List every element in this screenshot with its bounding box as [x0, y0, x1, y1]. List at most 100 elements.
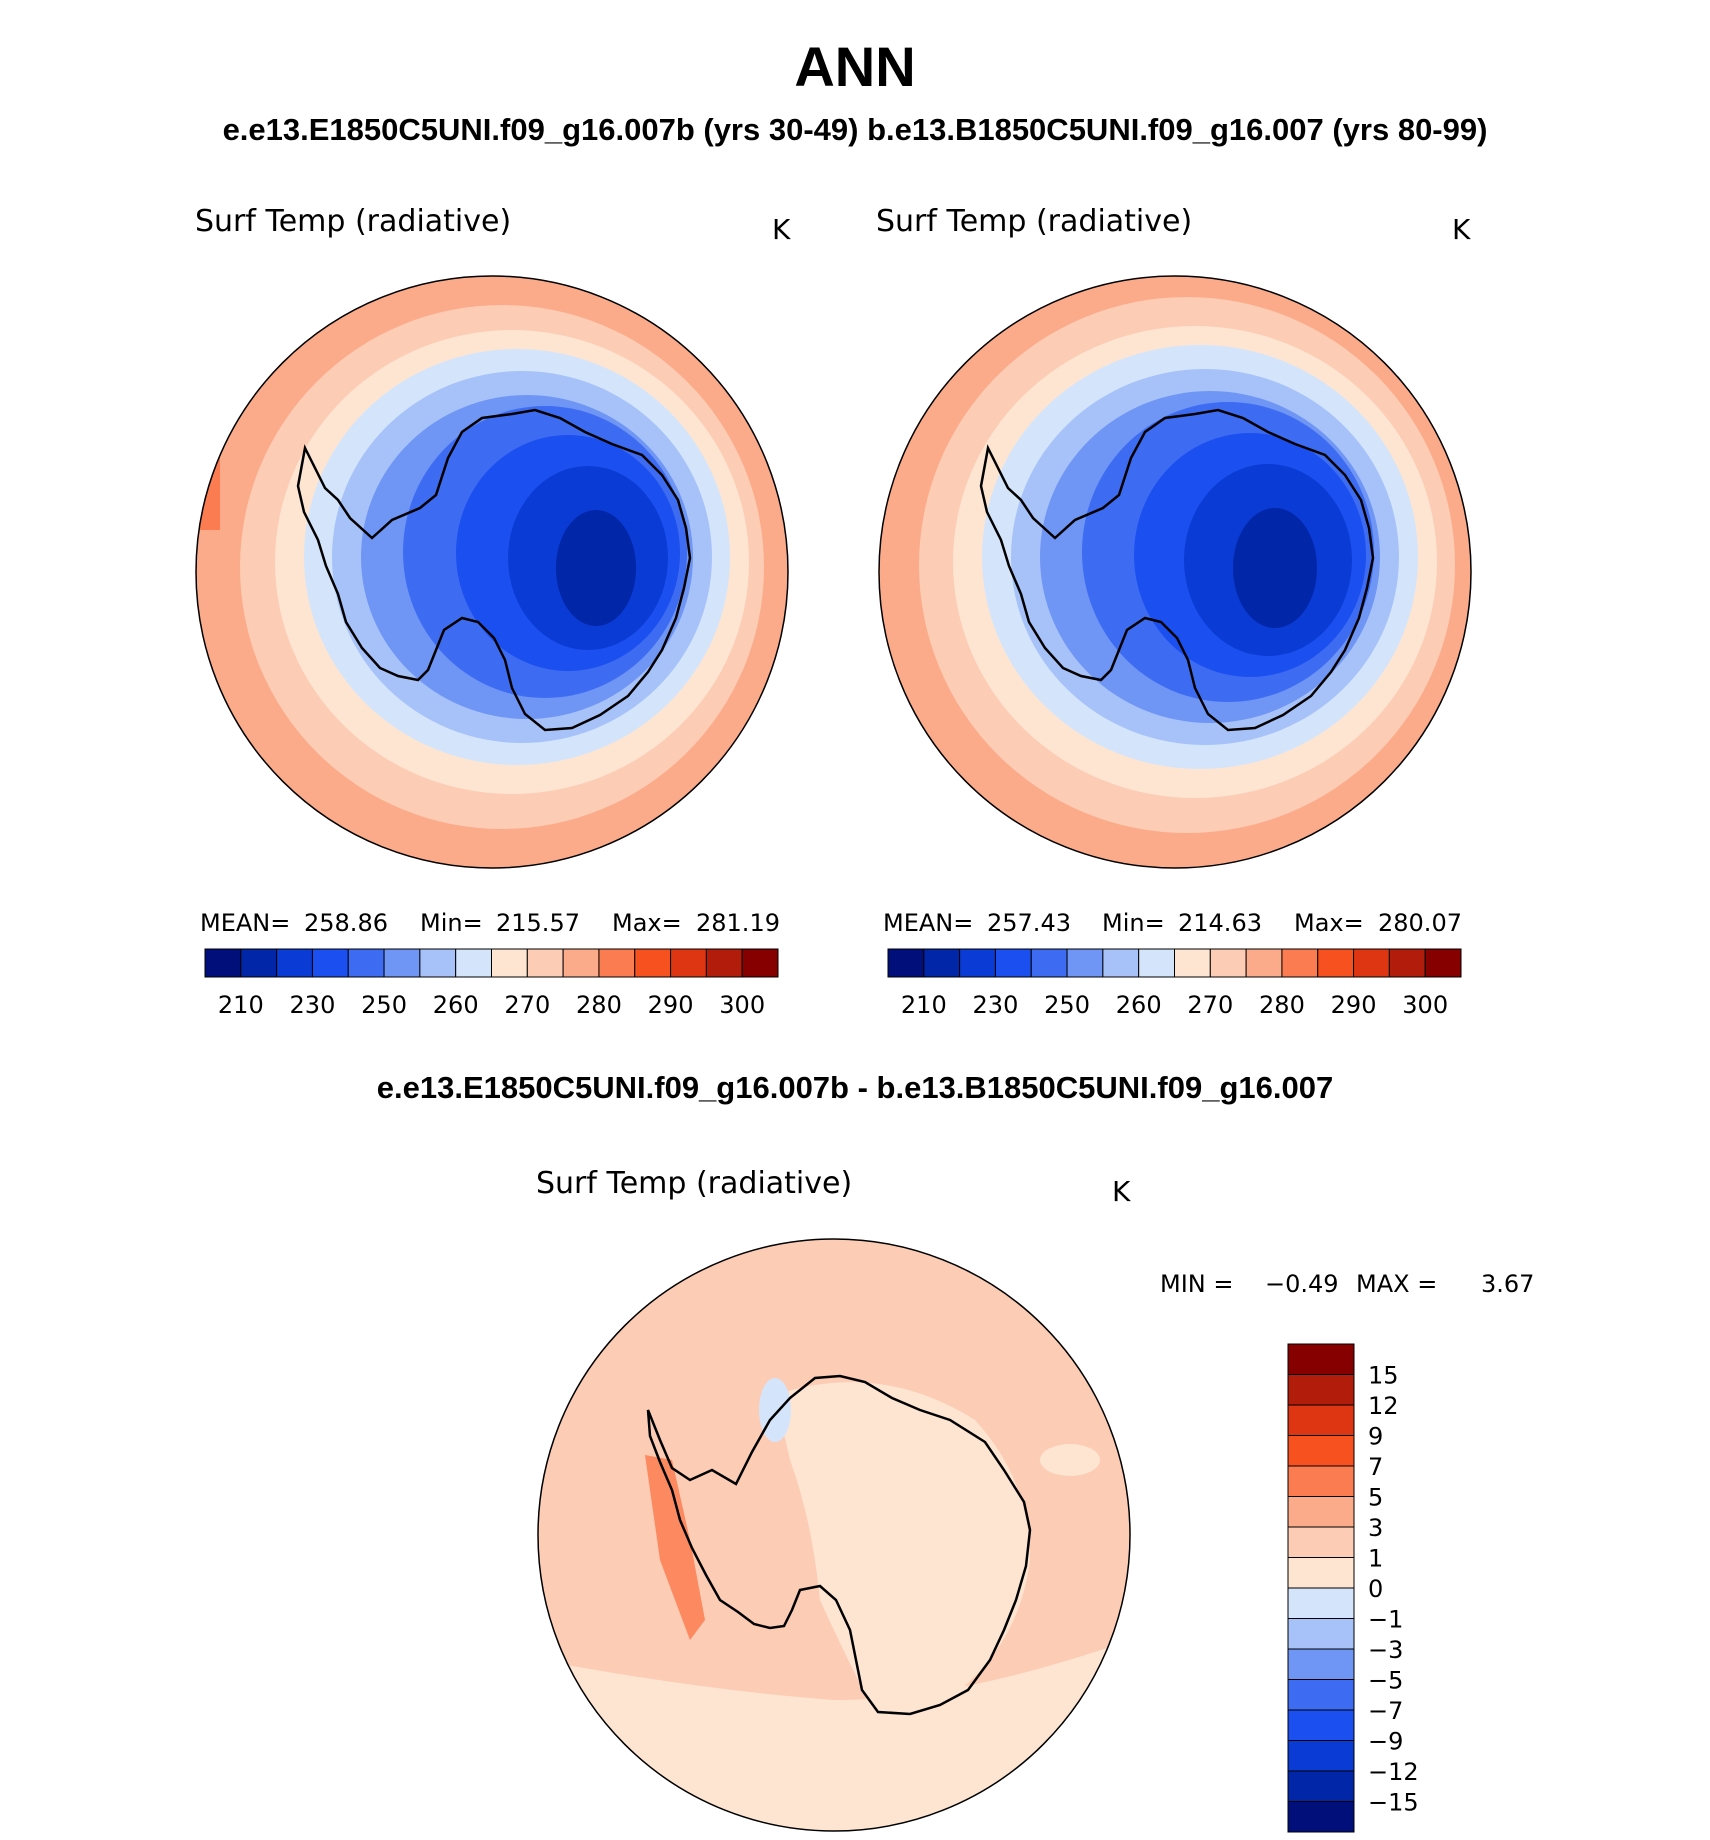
colorbar-diff-tick-label: −5	[1368, 1667, 1403, 1695]
colorbar-right-tick-label: 280	[1259, 991, 1305, 1019]
colorbar-right-tick-label: 300	[1402, 991, 1448, 1019]
colorbar-diff-tick-label: 12	[1368, 1392, 1399, 1420]
colorbar-left-swatch	[240, 948, 278, 978]
difference-title: e.e13.E1850C5UNI.f09_g16.007b - b.e13.B1…	[376, 1070, 1334, 1105]
panel-left-map	[196, 276, 788, 868]
panel-right-map	[879, 276, 1471, 868]
colorbar-diff-swatch	[1287, 1465, 1355, 1497]
colorbar-right-swatch	[1245, 948, 1283, 978]
colorbar-left-swatch	[311, 948, 349, 978]
colorbar-left-swatch	[670, 948, 707, 978]
colorbar-diff-tick-label: −9	[1368, 1728, 1403, 1756]
panel-left-max-value: 281.19	[696, 909, 780, 937]
colorbar-left-tick-label: 280	[576, 991, 622, 1019]
colorbar-left-swatch	[383, 948, 421, 978]
colorbar-left-swatch	[276, 948, 313, 978]
colorbar-right-swatch	[994, 948, 1032, 978]
panel-left-min-value: 215.57	[496, 909, 580, 937]
colorbar-diff-swatch	[1287, 1587, 1355, 1619]
panel-difference: Surf Temp (radiative) K MIN = −0.49 MAX …	[536, 1166, 1534, 1833]
colorbar-diff-tick-label: 3	[1368, 1514, 1383, 1542]
panel-right-min-label: Min=	[1102, 909, 1165, 937]
colorbar-left-tick-label: 210	[218, 991, 264, 1019]
colorbar-diff-tick-label: 0	[1368, 1575, 1383, 1603]
panel-right-min-value: 214.63	[1178, 909, 1262, 937]
panel-right-variable-label: Surf Temp (radiative)	[876, 204, 1192, 239]
colorbar-diff-tick-label: 5	[1368, 1484, 1383, 1512]
panel-right-coastline	[979, 408, 1375, 732]
panel-right-max-value: 280.07	[1378, 909, 1462, 937]
colorbar-right-swatch	[959, 948, 996, 978]
colorbar-diff-swatch	[1287, 1435, 1355, 1467]
colorbar-right-swatch	[1317, 948, 1355, 978]
colorbar-right-tick-label: 270	[1187, 991, 1233, 1019]
colorbar-left-swatch	[526, 948, 564, 978]
colorbar-left-swatch	[455, 948, 492, 978]
colorbar-left-tick-label: 250	[361, 991, 407, 1019]
colorbar-diff-tick-label: −1	[1368, 1606, 1403, 1634]
panel-left-colorbar: 210 230 250 260 270 280 290 300	[204, 948, 779, 1019]
panel-left-max-label: Max=	[612, 909, 682, 937]
colorbar-right-swatch	[1066, 948, 1104, 978]
colorbar-left-tick-label: 270	[504, 991, 550, 1019]
colorbar-right-tick-label: 290	[1331, 991, 1377, 1019]
panel-right-max-label: Max=	[1294, 909, 1364, 937]
colorbar-right-swatch	[1424, 948, 1462, 978]
diff-min-value: −0.49	[1265, 1270, 1339, 1298]
colorbar-diff-swatch	[1287, 1709, 1355, 1741]
colorbar-diff-swatch	[1287, 1526, 1355, 1558]
case-subtitle: e.e13.E1850C5UNI.f09_g16.007b (yrs 30-49…	[222, 112, 1488, 147]
colorbar-left-tick-label: 260	[433, 991, 479, 1019]
colorbar-diff-swatch	[1287, 1679, 1355, 1711]
colorbar-diff-tick-label: −7	[1368, 1697, 1403, 1725]
diff-coastline	[646, 1374, 1032, 1716]
colorbar-left-swatch	[634, 948, 672, 978]
diff-variable-label: Surf Temp (radiative)	[536, 1166, 852, 1201]
colorbar-left-tick-label: 230	[290, 991, 336, 1019]
panel-right-units-label: K	[1452, 213, 1471, 246]
colorbar-right-swatch	[1209, 948, 1247, 978]
panel-left-coastline	[296, 408, 692, 732]
colorbar-diff-tick-label: −15	[1368, 1789, 1419, 1817]
colorbar-left-swatch	[741, 948, 779, 978]
panel-left-mean-value: 258.86	[304, 909, 388, 937]
colorbar-right-tick-label: 230	[973, 991, 1019, 1019]
colorbar-diff-tick-label: −12	[1368, 1758, 1419, 1786]
colorbar-diff-tick-label: 1	[1368, 1545, 1383, 1573]
panel-right-mean-label: MEAN=	[883, 909, 973, 937]
colorbar-left-swatch	[562, 948, 600, 978]
colorbar-right-swatch	[1138, 948, 1175, 978]
panel-left-boundary	[195, 275, 789, 869]
colorbar-right-swatch	[923, 948, 961, 978]
panel-left-mean-label: MEAN=	[200, 909, 290, 937]
page-title: ANN	[794, 35, 916, 98]
colorbar-left-tick-label: 290	[648, 991, 694, 1019]
colorbar-right-swatch	[1030, 948, 1068, 978]
colorbar-right-swatch	[1388, 948, 1426, 978]
diff-boundary	[537, 1238, 1131, 1832]
panel-right-mean-value: 257.43	[987, 909, 1071, 937]
colorbar-diff-swatch	[1287, 1801, 1355, 1833]
panel-right-boundary	[878, 275, 1472, 869]
colorbar-right-tick-label: 260	[1116, 991, 1162, 1019]
colorbar-right-swatch	[1102, 948, 1140, 978]
colorbar-diff-swatch	[1287, 1374, 1355, 1406]
colorbar-diff-tick-label: 9	[1368, 1423, 1383, 1451]
colorbar-diff-swatch	[1287, 1618, 1355, 1650]
panel-left-min-label: Min=	[420, 909, 483, 937]
panel-right: Surf Temp (radiative) K MEAN= 257.43 Min…	[876, 204, 1472, 1019]
colorbar-diff-swatch	[1287, 1496, 1355, 1528]
panel-left: Surf Temp (radiative) K MEAN= 258.86 Min…	[195, 204, 791, 1019]
colorbar-left-swatch	[491, 948, 528, 978]
diff-max-label: MAX =	[1356, 1270, 1437, 1298]
colorbar-diff-tick-label: 7	[1368, 1453, 1383, 1481]
colorbar-left-swatch	[705, 948, 743, 978]
colorbar-diff-swatch	[1287, 1343, 1355, 1375]
colorbar-left-tick-label: 300	[719, 991, 765, 1019]
diff-units-label: K	[1112, 1175, 1131, 1208]
colorbar-left-swatch	[347, 948, 385, 978]
colorbar-diff-swatch	[1287, 1404, 1355, 1436]
diff-min-label: MIN =	[1160, 1270, 1233, 1298]
